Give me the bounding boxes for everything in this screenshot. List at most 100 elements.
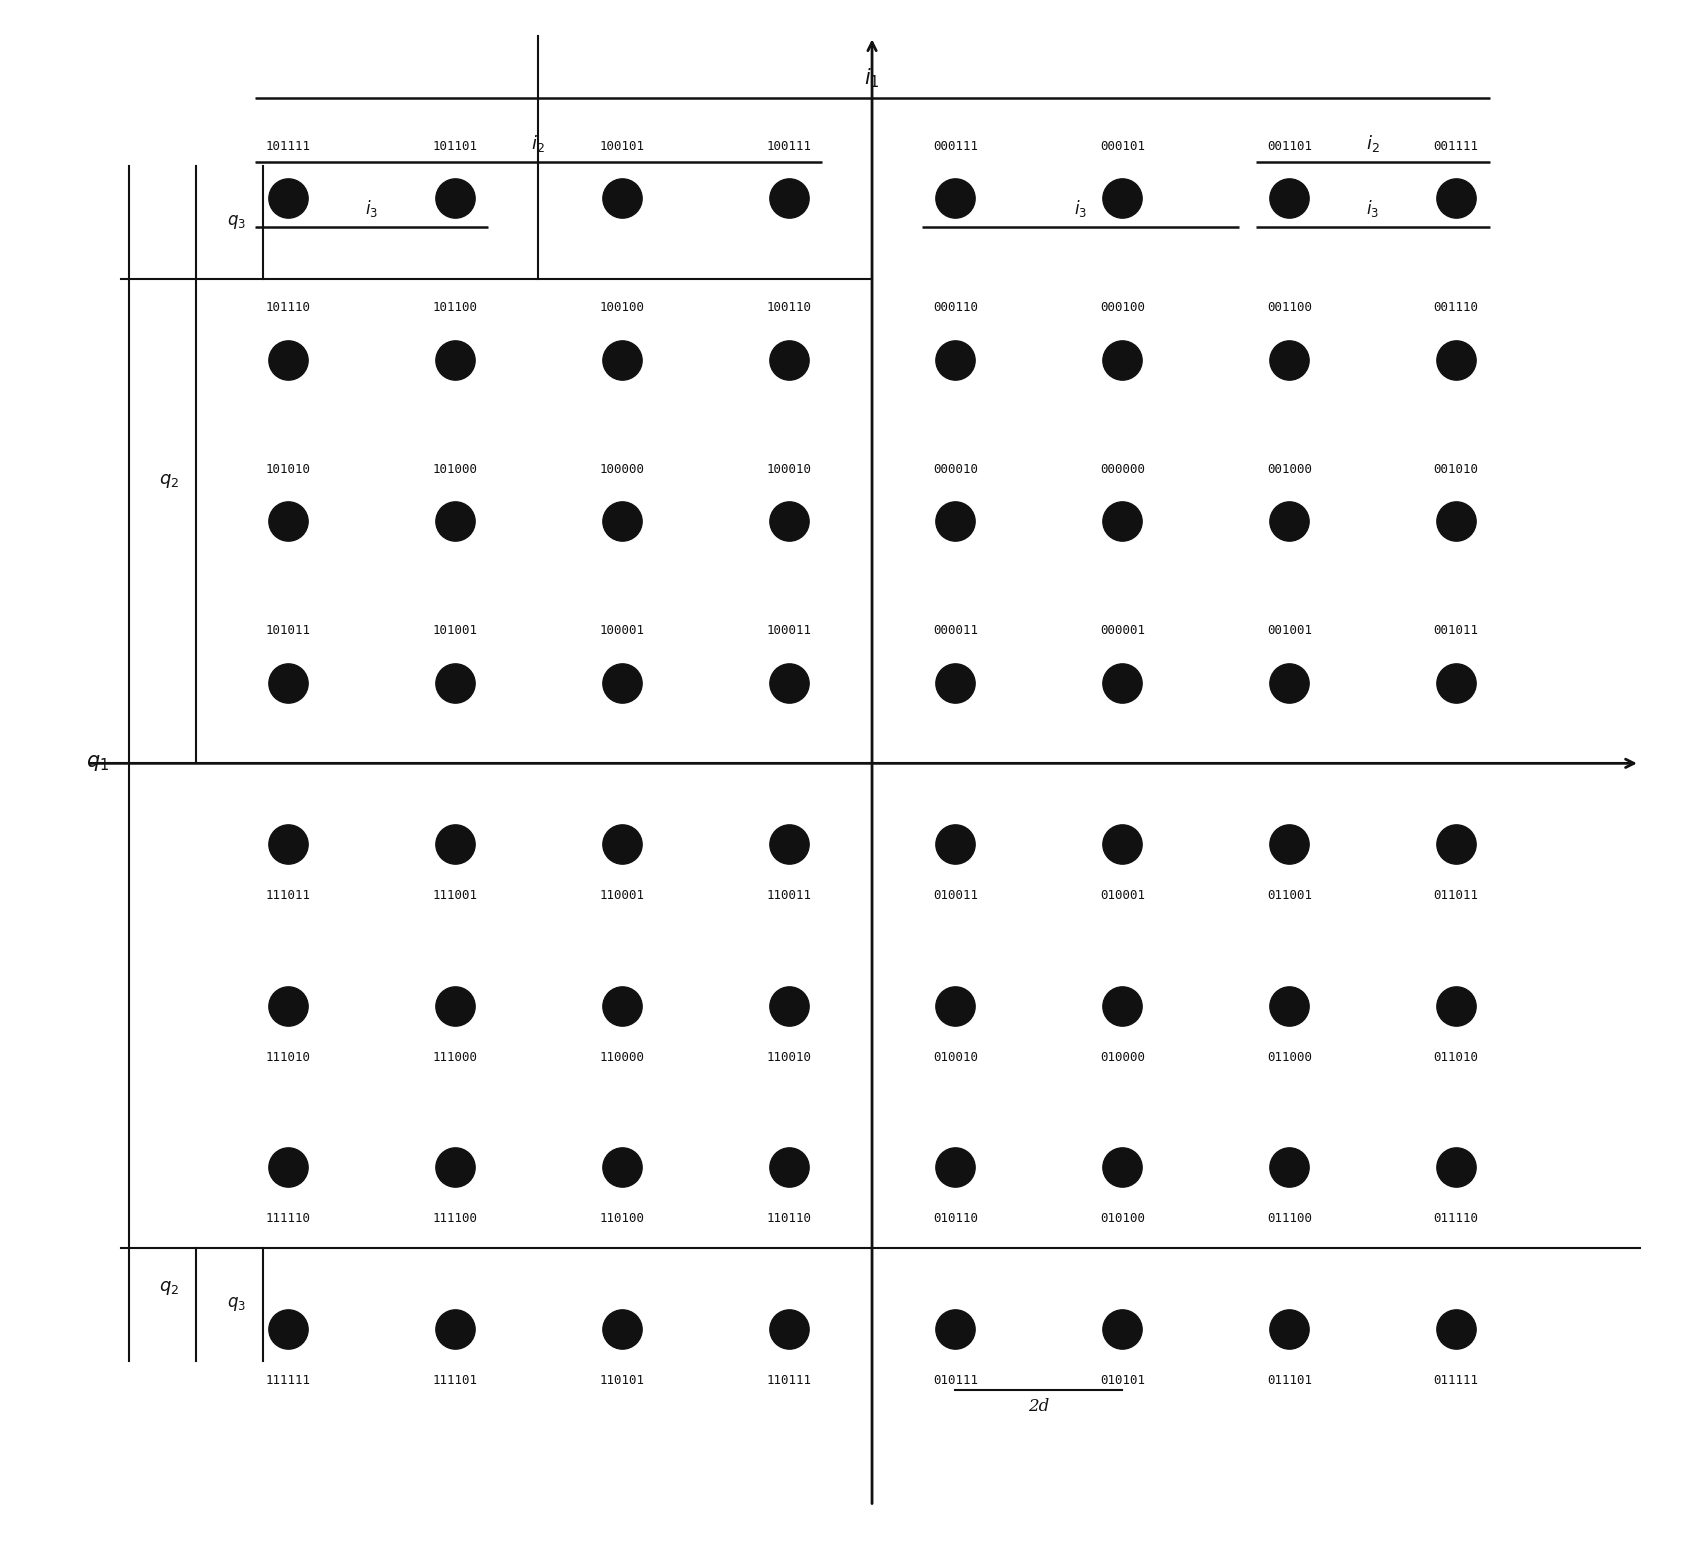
Text: $i_3$: $i_3$ (1365, 198, 1379, 218)
Point (274, 508, 302, 533)
Point (274, 993, 302, 1018)
Text: $q_1$: $q_1$ (86, 753, 110, 773)
Text: 011101: 011101 (1267, 1373, 1311, 1388)
Point (1276, 508, 1303, 533)
Text: 101100: 101100 (432, 301, 478, 315)
Text: 101000: 101000 (432, 463, 478, 475)
Text: 101111: 101111 (266, 140, 310, 153)
Point (274, 348, 302, 373)
Text: 101101: 101101 (432, 140, 478, 153)
Point (942, 670, 969, 695)
Point (440, 993, 468, 1018)
Text: 000001: 000001 (1099, 624, 1145, 638)
Text: 100000: 100000 (600, 463, 644, 475)
Point (1443, 348, 1470, 373)
Point (1276, 993, 1303, 1018)
Point (776, 508, 803, 533)
Text: 000110: 000110 (933, 301, 977, 315)
Point (608, 508, 635, 533)
Text: 000101: 000101 (1099, 140, 1145, 153)
Text: 010011: 010011 (933, 889, 977, 903)
Text: 010000: 010000 (1099, 1051, 1145, 1063)
Text: 101010: 101010 (266, 463, 310, 475)
Text: 100010: 100010 (766, 463, 811, 475)
Point (1443, 1316, 1470, 1341)
Point (942, 348, 969, 373)
Point (608, 993, 635, 1018)
Text: 111101: 111101 (432, 1373, 478, 1388)
Point (942, 993, 969, 1018)
Text: 000011: 000011 (933, 624, 977, 638)
Point (440, 186, 468, 210)
Text: 001110: 001110 (1433, 301, 1479, 315)
Text: 110101: 110101 (600, 1373, 644, 1388)
Text: 111100: 111100 (432, 1213, 478, 1225)
Text: $i_1$: $i_1$ (864, 65, 879, 90)
Point (1443, 186, 1470, 210)
Point (1110, 831, 1137, 856)
Text: 101110: 101110 (266, 301, 310, 315)
Text: $q_2$: $q_2$ (159, 1280, 180, 1297)
Point (776, 1316, 803, 1341)
Point (274, 670, 302, 695)
Point (776, 348, 803, 373)
Text: 110000: 110000 (600, 1051, 644, 1063)
Point (1110, 508, 1137, 533)
Point (942, 1316, 969, 1341)
Text: 2d: 2d (1028, 1398, 1050, 1416)
Point (608, 831, 635, 856)
Point (1443, 670, 1470, 695)
Point (1276, 1316, 1303, 1341)
Text: 010111: 010111 (933, 1373, 977, 1388)
Point (1110, 1155, 1137, 1180)
Point (608, 348, 635, 373)
Text: $q_2$: $q_2$ (159, 472, 180, 490)
Point (1443, 1155, 1470, 1180)
Text: 001111: 001111 (1433, 140, 1479, 153)
Point (1443, 508, 1470, 533)
Text: 011110: 011110 (1433, 1213, 1479, 1225)
Point (1110, 993, 1137, 1018)
Text: $q_3$: $q_3$ (227, 1296, 246, 1314)
Text: 000111: 000111 (933, 140, 977, 153)
Text: 001101: 001101 (1267, 140, 1311, 153)
Point (1276, 186, 1303, 210)
Point (440, 831, 468, 856)
Point (608, 1316, 635, 1341)
Text: 000010: 000010 (933, 463, 977, 475)
Text: 001000: 001000 (1267, 463, 1311, 475)
Text: 100011: 100011 (766, 624, 811, 638)
Point (942, 831, 969, 856)
Text: 101001: 101001 (432, 624, 478, 638)
Point (274, 186, 302, 210)
Text: 010101: 010101 (1099, 1373, 1145, 1388)
Text: $i_2$: $i_2$ (532, 134, 545, 154)
Text: $i_3$: $i_3$ (1074, 198, 1088, 218)
Point (440, 508, 468, 533)
Point (1276, 348, 1303, 373)
Point (776, 1155, 803, 1180)
Text: 010100: 010100 (1099, 1213, 1145, 1225)
Point (1443, 831, 1470, 856)
Text: 011000: 011000 (1267, 1051, 1311, 1063)
Text: 110111: 110111 (766, 1373, 811, 1388)
Point (608, 670, 635, 695)
Point (776, 670, 803, 695)
Text: 110011: 110011 (766, 889, 811, 903)
Text: 111011: 111011 (266, 889, 310, 903)
Text: $q_3$: $q_3$ (227, 214, 246, 231)
Text: 001100: 001100 (1267, 301, 1311, 315)
Text: 100110: 100110 (766, 301, 811, 315)
Point (1110, 1316, 1137, 1341)
Text: 110010: 110010 (766, 1051, 811, 1063)
Point (1110, 186, 1137, 210)
Point (274, 831, 302, 856)
Point (776, 993, 803, 1018)
Text: 011011: 011011 (1433, 889, 1479, 903)
Text: 100111: 100111 (766, 140, 811, 153)
Text: 111010: 111010 (266, 1051, 310, 1063)
Text: 011100: 011100 (1267, 1213, 1311, 1225)
Text: 011010: 011010 (1433, 1051, 1479, 1063)
Text: 110100: 110100 (600, 1213, 644, 1225)
Text: 111001: 111001 (432, 889, 478, 903)
